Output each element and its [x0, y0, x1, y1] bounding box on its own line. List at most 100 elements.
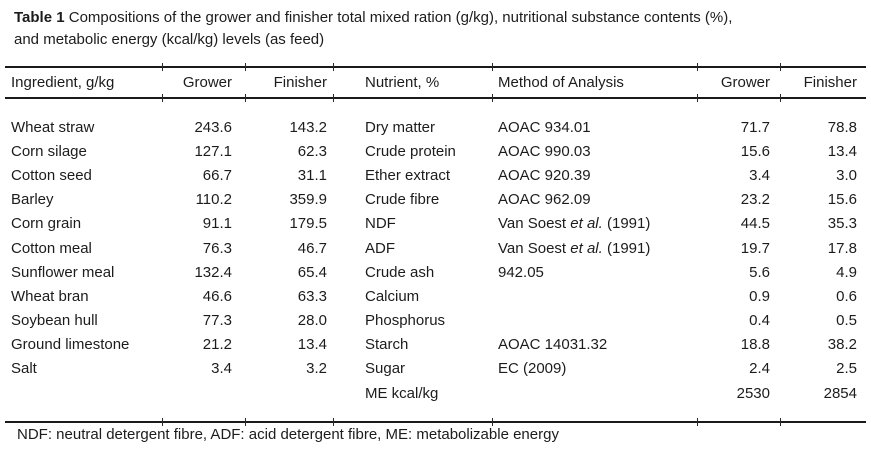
col-header-nutrient: Nutrient, %: [365, 74, 440, 91]
cell-ingredient: Corn silage: [11, 142, 87, 160]
caption-label: Table 1: [14, 9, 65, 26]
column-boundary-tick: [780, 418, 781, 426]
table-row: Corn silage 127.1 62.3 Crude protein AOAC 99…: [5, 139, 866, 163]
cell-ingredient-grower: 76.3: [202, 239, 232, 257]
column-boundary-tick: [697, 418, 698, 426]
caption-line-2: and metabolic energy (kcal/kg) levels (a…: [14, 29, 732, 51]
column-boundary-tick: [245, 418, 246, 426]
column-boundary-tick: [492, 94, 493, 102]
table-row: Corn grain 91.1 179.5 NDF Van Soest et al. (…: [5, 212, 866, 236]
cell-method-of-analysis: Van Soest et al. (1991): [498, 215, 651, 233]
cell-nutrient-finisher: 13.4: [827, 142, 857, 160]
cell-ingredient-finisher: 28.0: [297, 312, 327, 330]
cell-method-of-analysis: AOAC 934.01: [498, 118, 591, 136]
cell-ingredient-finisher: 46.7: [297, 239, 327, 257]
column-boundary-tick: [492, 63, 493, 71]
cell-nutrient-grower: 3.4: [749, 166, 770, 184]
cell-nutrient-grower: 15.6: [740, 142, 770, 160]
cell-ingredient: Ground limestone: [11, 336, 130, 354]
cell-nutrient: Crude protein: [365, 142, 456, 160]
cell-nutrient-finisher: 2854: [823, 384, 857, 402]
column-boundary-tick: [780, 63, 781, 71]
cell-nutrient: ADF: [365, 239, 395, 257]
cell-nutrient-grower: 0.9: [749, 287, 770, 305]
col-header-ingredient-finisher: Finisher: [273, 74, 327, 91]
col-header-nutrient-finisher: Finisher: [803, 74, 857, 91]
cell-nutrient-finisher: 0.5: [836, 312, 857, 330]
caption-text-line2: and metabolic energy (kcal/kg) levels (a…: [14, 31, 325, 48]
cell-nutrient-finisher: 17.8: [827, 239, 857, 257]
cell-nutrient: Crude fibre: [365, 191, 440, 209]
cell-nutrient-grower: 23.2: [740, 191, 770, 209]
table-rule-bottom: [5, 418, 866, 426]
column-boundary-tick: [333, 63, 334, 71]
cell-ingredient-grower: 132.4: [194, 263, 232, 281]
column-boundary-tick: [697, 94, 698, 102]
col-header-nutrient-grower: Grower: [720, 74, 770, 91]
cell-nutrient: Phosphorus: [365, 312, 446, 330]
cell-nutrient-grower: 2530: [736, 384, 770, 402]
caption-line-1: Table 1 Compositions of the grower and f…: [14, 7, 732, 29]
table-row: Soybean hull 77.3 28.0 Phosphorus 0.4 0.5: [5, 309, 866, 333]
cell-nutrient: Sugar: [365, 360, 406, 378]
cell-ingredient-grower: 3.4: [211, 360, 232, 378]
table-body: Wheat straw 243.6 143.2 Dry matter AOAC 934.…: [5, 99, 866, 405]
cell-nutrient-finisher: 4.9: [836, 263, 857, 281]
cell-nutrient-grower: 5.6: [749, 263, 770, 281]
column-boundary-tick: [162, 63, 163, 71]
table-footnote: NDF: neutral detergent fibre, ADF: acid …: [17, 426, 559, 443]
column-boundary-tick: [162, 94, 163, 102]
cell-nutrient-finisher: 35.3: [827, 215, 857, 233]
table-caption: Table 1 Compositions of the grower and f…: [14, 7, 732, 51]
column-boundary-tick: [333, 418, 334, 426]
cell-ingredient-grower: 77.3: [202, 312, 232, 330]
cell-ingredient-grower: 127.1: [194, 142, 232, 160]
cell-method-of-analysis: AOAC 990.03: [498, 142, 591, 160]
cell-method-of-analysis: EC (2009): [498, 360, 567, 378]
table-row: Wheat straw 243.6 143.2 Dry matter AOAC 934.…: [5, 115, 866, 139]
cell-nutrient: Dry matter: [365, 118, 436, 136]
cell-ingredient: Barley: [11, 191, 54, 209]
cell-ingredient-finisher: 63.3: [297, 287, 327, 305]
cell-nutrient-grower: 19.7: [740, 239, 770, 257]
col-header-ingredient: Ingredient, g/kg: [11, 74, 115, 91]
cell-nutrient-finisher: 78.8: [827, 118, 857, 136]
table-row: Cotton seed 66.7 31.1 Ether extract AOAC 920…: [5, 163, 866, 187]
cell-ingredient: Cotton meal: [11, 239, 92, 257]
cell-nutrient-grower: 2.4: [749, 360, 770, 378]
cell-method-of-analysis: AOAC 14031.32: [498, 336, 608, 354]
cell-method-of-analysis: AOAC 962.09: [498, 191, 591, 209]
table-row: Salt 3.4 3.2 Sugar EC (2009) 2.4 2.5: [5, 357, 866, 381]
cell-method-of-analysis: Van Soest et al. (1991): [498, 239, 651, 257]
caption-text-line1: Compositions of the grower and finisher …: [68, 9, 733, 26]
cell-ingredient-finisher: 13.4: [297, 336, 327, 354]
column-boundary-tick: [492, 418, 493, 426]
cell-ingredient: Corn grain: [11, 215, 82, 233]
column-boundary-tick: [697, 63, 698, 71]
cell-ingredient-finisher: 359.9: [289, 191, 327, 209]
cell-ingredient-grower: 46.6: [202, 287, 232, 305]
cell-nutrient: Crude ash: [365, 263, 435, 281]
table-row: Sunflower meal 132.4 65.4 Crude ash 942.05 5.…: [5, 260, 866, 284]
cell-ingredient-finisher: 3.2: [306, 360, 327, 378]
cell-method-of-analysis: 942.05: [498, 263, 544, 281]
cell-nutrient-finisher: 15.6: [827, 191, 857, 209]
table-rule-top: [5, 63, 866, 71]
cell-ingredient-finisher: 31.1: [297, 166, 327, 184]
col-header-ingredient-grower: Grower: [182, 74, 232, 91]
column-boundary-tick: [333, 94, 334, 102]
cell-ingredient-grower: 110.2: [195, 191, 232, 209]
cell-ingredient-grower: 21.2: [202, 336, 232, 354]
column-boundary-tick: [162, 418, 163, 426]
cell-nutrient: NDF: [365, 215, 396, 233]
cell-ingredient-finisher: 65.4: [297, 263, 327, 281]
cell-nutrient: Ether extract: [365, 166, 451, 184]
cell-ingredient: Cotton seed: [11, 166, 92, 184]
column-boundary-tick: [245, 63, 246, 71]
col-header-method-of-analysis: Method of Analysis: [498, 74, 624, 91]
column-boundary-tick: [780, 94, 781, 102]
cell-ingredient-finisher: 143.2: [289, 118, 327, 136]
cell-nutrient-grower: 44.5: [740, 215, 770, 233]
cell-nutrient: Starch: [365, 336, 409, 354]
